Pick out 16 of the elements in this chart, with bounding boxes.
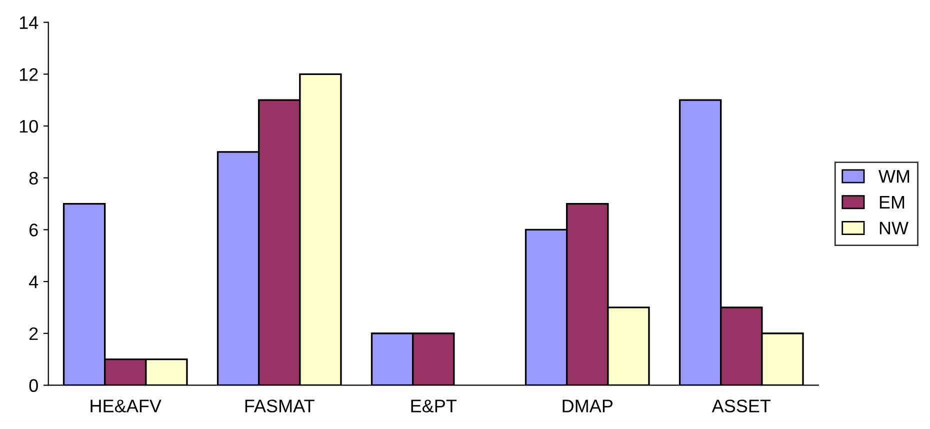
x-tick-label: ASSET [712, 400, 771, 412]
y-tick-label: 6 [30, 224, 38, 236]
legend-label: WM [878, 170, 910, 183]
x-tick-label: DMAP [562, 400, 613, 412]
x-tick-label: FASMAT [245, 400, 314, 412]
y-tick-label: 10 [20, 120, 38, 133]
y-tick-label: 2 [30, 327, 38, 340]
legend-label: NW [880, 222, 908, 234]
y-tick-label: 8 [29, 172, 38, 185]
y-tick-label: 0 [29, 379, 38, 392]
y-tick-label: 4 [29, 276, 38, 288]
y-tick-label: 14 [20, 16, 38, 29]
y-tick-label: 12 [20, 68, 38, 81]
x-tick-label: HE&AFV [90, 400, 162, 412]
legend-label: EM [880, 196, 904, 208]
x-tick-label: E&PT [411, 400, 457, 412]
